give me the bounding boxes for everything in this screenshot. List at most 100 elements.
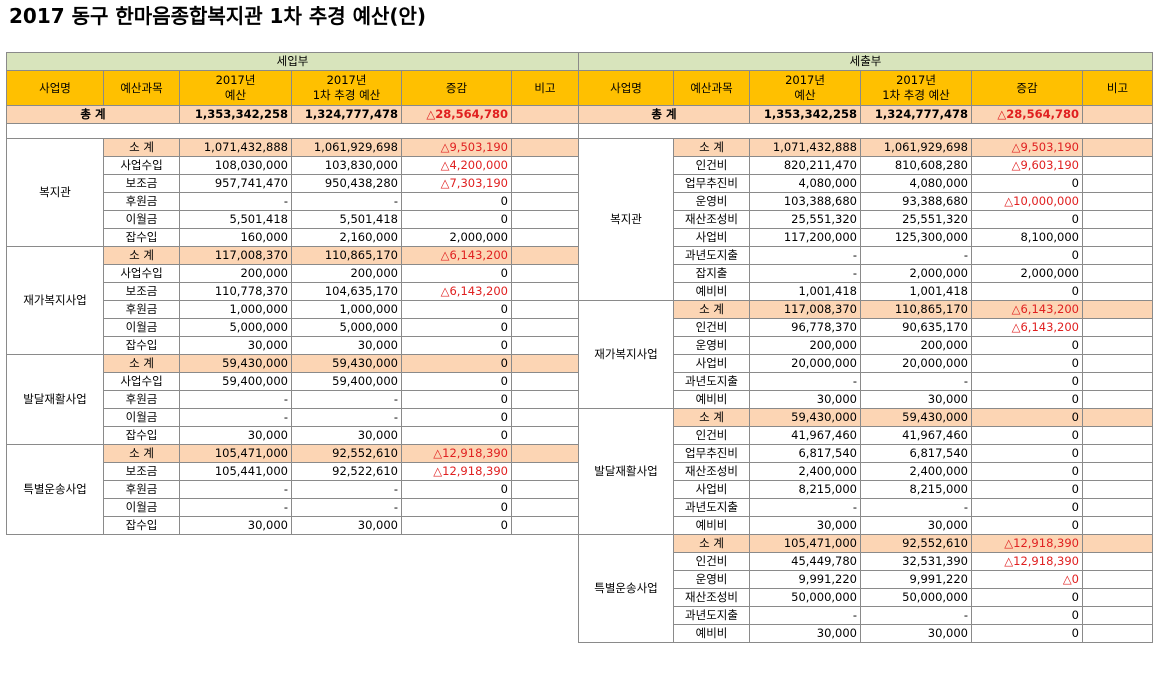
- change-cell: 0: [401, 318, 512, 337]
- revised-cell: -: [860, 372, 972, 391]
- change-cell: 0: [401, 372, 512, 391]
- budget-cell: 2,400,000: [749, 462, 861, 481]
- revised-cell: -: [291, 192, 402, 211]
- note-cell: [510, 408, 580, 427]
- revised-cell: -: [860, 498, 972, 517]
- change-cell: 0: [401, 264, 512, 283]
- total-label: 총 계: [6, 105, 180, 124]
- table-row: 업무추진비 6,817,540 6,817,540 0: [579, 444, 1154, 463]
- header-subject: 예산과목: [103, 70, 180, 106]
- subject-cell: 업무추진비: [673, 444, 750, 463]
- header-line: 2017년: [896, 73, 936, 87]
- change-cell: 2,000,000: [401, 228, 512, 247]
- subtotal-row: 특별운송사업 소 계 105,471,000 92,552,610 △12,918,39…: [6, 444, 580, 535]
- total-change: △28,564,780: [401, 105, 512, 124]
- note-cell: [1081, 408, 1154, 427]
- budget-cell: 30,000: [179, 336, 292, 355]
- budget-cell: -: [179, 408, 292, 427]
- note-cell: [510, 354, 580, 373]
- header-row: 사업명 예산과목 2017년 예산 2017년 1차 추경 예산 증감 비고: [578, 70, 1154, 106]
- change-cell: △12,918,390: [971, 534, 1083, 553]
- note-cell: [1081, 570, 1154, 589]
- budget-cell: -: [179, 192, 292, 211]
- budget-cell: 105,471,000: [179, 444, 292, 463]
- budget-cell: 45,449,780: [749, 552, 861, 571]
- change-cell: 0: [971, 408, 1083, 427]
- note-cell: [1081, 624, 1154, 643]
- header-line: 1차 추경 예산: [312, 88, 381, 102]
- subject-cell: 재산조성비: [673, 210, 750, 229]
- program-name: 복지관: [578, 138, 674, 301]
- header-budget2017: 2017년 예산: [749, 70, 861, 106]
- total-revised: 1,324,777,478: [291, 105, 402, 124]
- note-cell: [510, 498, 580, 517]
- change-cell: △6,143,200: [401, 282, 512, 301]
- subject-cell: 소 계: [673, 534, 750, 553]
- budget-cell: 8,215,000: [749, 480, 861, 499]
- subtotal-row: 재가복지사업 소 계 117,008,370 110,865,170 △6,143,20…: [6, 246, 580, 355]
- subject-cell: 사업비: [673, 480, 750, 499]
- note-cell: [510, 282, 580, 301]
- revised-cell: 41,967,460: [860, 426, 972, 445]
- subtotal-row: 재가복지사업 소 계 117,008,370 110,865,170 △6,143,20…: [578, 300, 1154, 409]
- subject-cell: 이월금: [103, 498, 180, 517]
- header-line: 2017년: [215, 73, 256, 87]
- revised-cell: 110,865,170: [860, 300, 972, 319]
- change-cell: 0: [401, 426, 512, 445]
- change-cell: 0: [971, 624, 1083, 643]
- subject-cell: 업무추진비: [673, 174, 750, 193]
- change-cell: 0: [401, 516, 512, 535]
- budget-cell: 117,008,370: [179, 246, 292, 265]
- change-cell: 0: [401, 300, 512, 319]
- revised-cell: 200,000: [860, 336, 972, 355]
- subject-cell: 이월금: [103, 318, 180, 337]
- note-cell: [1081, 516, 1154, 535]
- total-change: △28,564,780: [971, 105, 1083, 124]
- header-line: 예산: [794, 88, 816, 102]
- total-budget: 1,353,342,258: [749, 105, 861, 124]
- spacer-cell: [577, 123, 1154, 139]
- revised-cell: 50,000,000: [860, 588, 972, 607]
- table-row: 후원금 - -0: [7, 192, 580, 211]
- change-cell: △9,503,190: [971, 138, 1083, 157]
- spacer-cell: [5, 123, 580, 139]
- spacer-row: [577, 123, 1154, 139]
- header-note: 비고: [510, 70, 580, 106]
- revised-cell: 5,501,418: [291, 210, 402, 229]
- budget-cell: 105,441,000: [179, 462, 292, 481]
- budget-cell: -: [179, 498, 292, 517]
- subject-cell: 예비비: [673, 516, 750, 535]
- table-row: 사업수입 59,400,000 59,400,000 0: [7, 372, 580, 391]
- budget-cell: 957,741,470: [179, 174, 292, 193]
- table-row: 보조금 110,778,370 104,635,170 △6,143,200: [7, 282, 580, 301]
- revised-cell: -: [291, 498, 402, 517]
- note-cell: [1081, 282, 1154, 301]
- revised-cell: 950,438,280: [291, 174, 402, 193]
- budget-cell: 820,211,470: [749, 156, 861, 175]
- budget-cell: 20,000,000: [749, 354, 861, 373]
- revised-cell: 110,865,170: [291, 246, 402, 265]
- change-cell: △6,143,200: [971, 318, 1083, 337]
- change-cell: 0: [971, 246, 1083, 265]
- note-cell: [1081, 444, 1154, 463]
- budget-cell: -: [179, 390, 292, 409]
- change-cell: 0: [971, 174, 1083, 193]
- header-change: 증감: [401, 70, 512, 106]
- note-cell: [510, 156, 580, 175]
- header-subject: 예산과목: [673, 70, 750, 106]
- revised-cell: 59,430,000: [860, 408, 972, 427]
- revised-cell: -: [860, 246, 972, 265]
- revised-cell: 1,000,000: [291, 300, 402, 319]
- subject-cell: 보조금: [103, 282, 180, 301]
- budget-cell: -: [749, 606, 861, 625]
- header-change: 증감: [971, 70, 1083, 106]
- table-row: 예비비 30,000 30,000 0: [579, 390, 1154, 409]
- note-cell: [1081, 264, 1154, 283]
- header-line: 2017년: [785, 73, 825, 87]
- header-name: 사업명: [6, 70, 104, 106]
- table-row: 사업비 8,215,000 8,215,000 0: [579, 480, 1154, 499]
- note-cell: [510, 246, 580, 265]
- budget-cell: 1,071,432,888: [179, 138, 292, 157]
- budget-cell: -: [179, 480, 292, 499]
- budget-cell: -: [749, 372, 861, 391]
